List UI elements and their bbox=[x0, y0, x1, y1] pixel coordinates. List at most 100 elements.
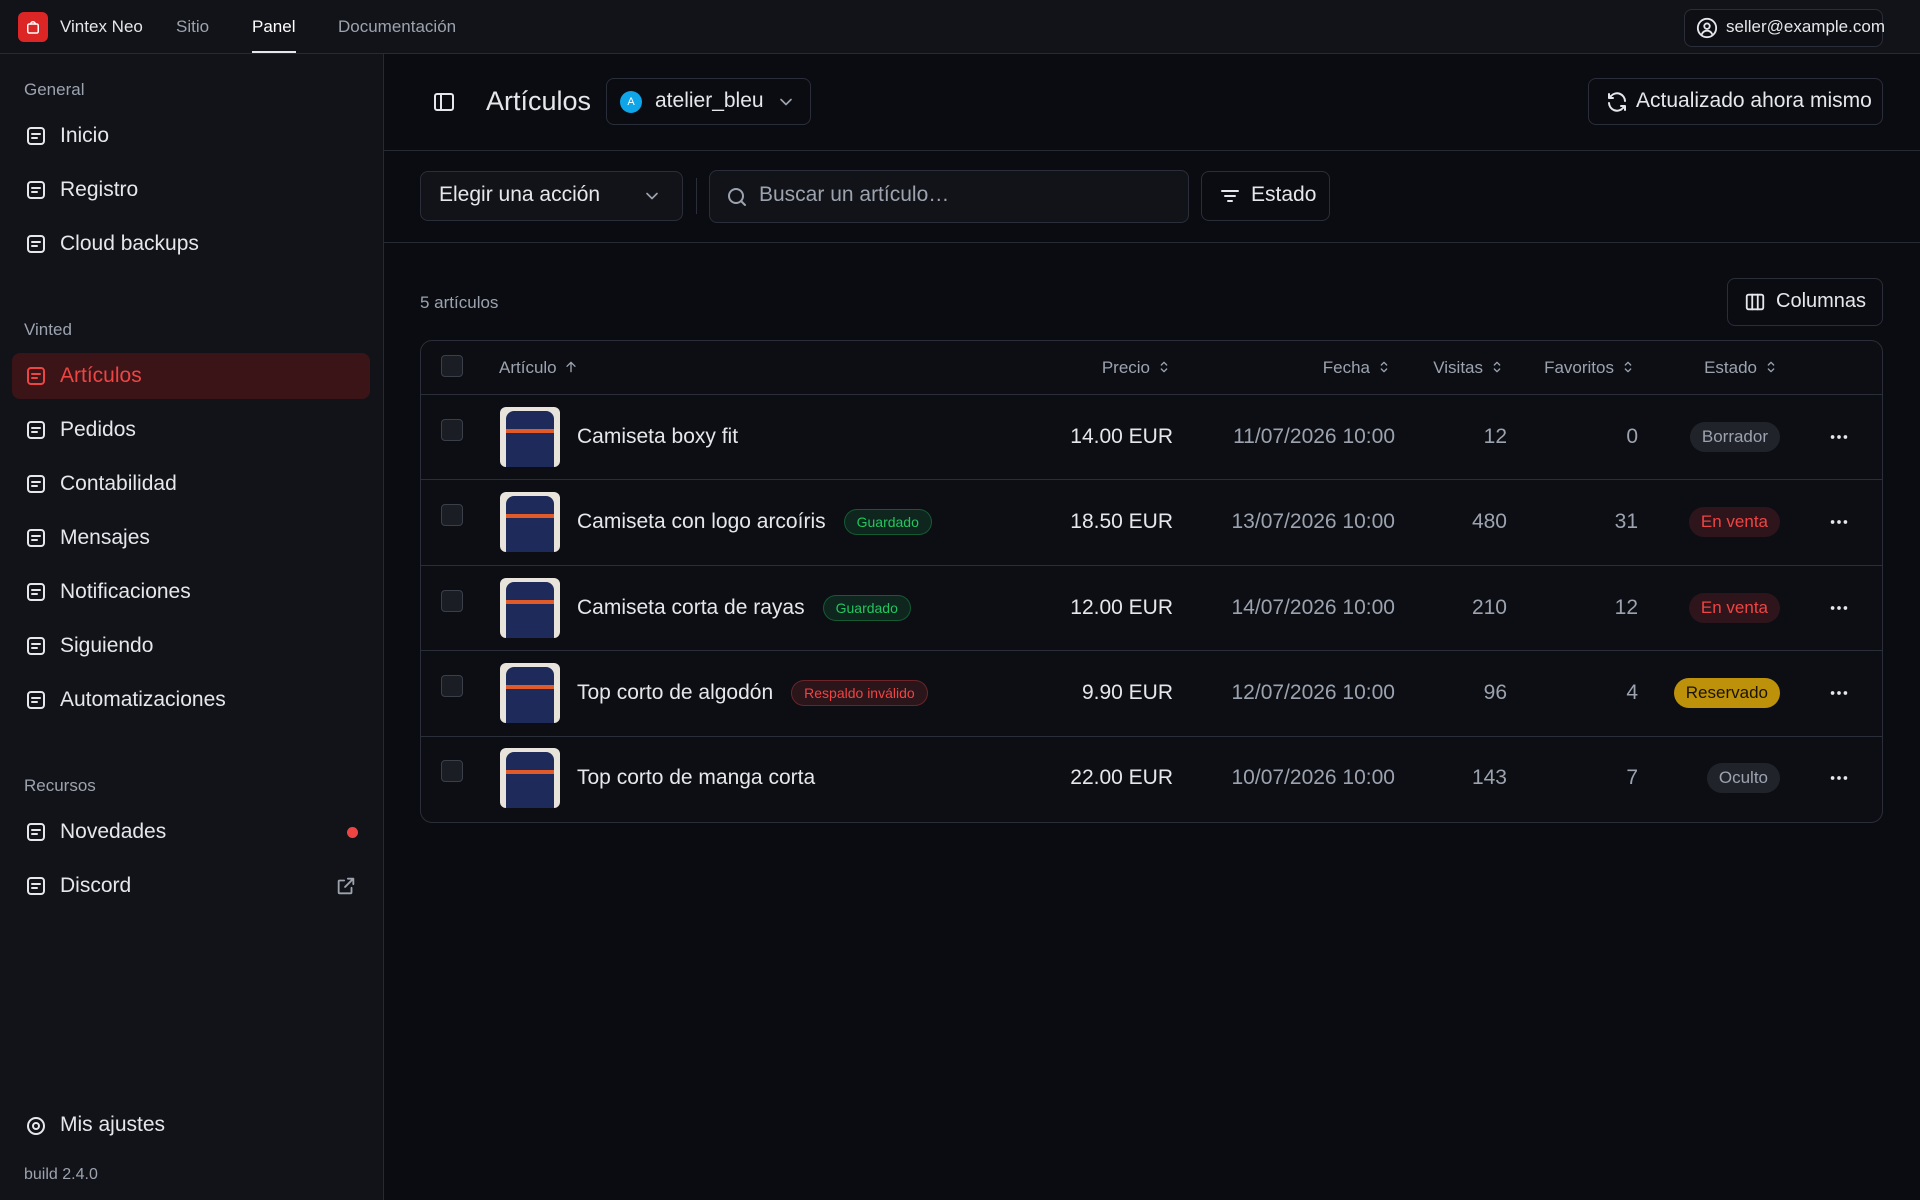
icon bbox=[1493, 361, 1501, 373]
columns-icon bbox=[1744, 291, 1766, 313]
sidebar-item[interactable]: Notificaciones bbox=[60, 580, 191, 603]
sidebar-item[interactable]: Automatizaciones bbox=[60, 688, 226, 711]
thumbnail bbox=[500, 662, 560, 723]
item-tag: Guardado bbox=[843, 509, 932, 536]
row-menu[interactable] bbox=[1828, 511, 1850, 533]
refresh-button[interactable] bbox=[1588, 78, 1883, 125]
date: 10/07/2026 10:00 bbox=[1231, 766, 1396, 790]
column-header[interactable]: Precio bbox=[1101, 358, 1150, 377]
row-menu[interactable] bbox=[1828, 767, 1850, 789]
sort-icon bbox=[1763, 359, 1779, 375]
sort-icon bbox=[1376, 359, 1392, 375]
top-nav-link[interactable]: Documentación bbox=[338, 17, 457, 36]
thumbnail-shirt bbox=[506, 666, 554, 723]
item-name[interactable]: Camiseta corta de rayas bbox=[577, 595, 805, 619]
icon bbox=[27, 583, 45, 601]
sidebar-item[interactable]: Registro bbox=[60, 178, 139, 201]
column-header[interactable]: Visitas bbox=[1433, 358, 1483, 377]
icon bbox=[1830, 776, 1848, 781]
settings-link[interactable]: Mis ajustes bbox=[60, 1113, 166, 1136]
sidebar-item[interactable]: Contabilidad bbox=[60, 472, 177, 495]
icon bbox=[1380, 361, 1388, 373]
thumbnail-stripe bbox=[506, 770, 554, 775]
topbar bbox=[0, 0, 1920, 54]
logo bbox=[18, 12, 48, 42]
user-button[interactable] bbox=[1684, 9, 1883, 47]
sidebar-item[interactable]: Inicio bbox=[60, 124, 110, 147]
icon bbox=[27, 529, 45, 547]
sort-icon bbox=[1156, 359, 1172, 375]
table-row bbox=[421, 564, 1882, 650]
account-name: atelier_bleu bbox=[655, 89, 764, 112]
action-label: Elegir una acción bbox=[439, 183, 601, 206]
icon bbox=[1830, 520, 1848, 524]
row-checkbox[interactable] bbox=[441, 760, 463, 783]
nav-icon bbox=[24, 874, 48, 898]
filter-button[interactable] bbox=[1201, 171, 1330, 221]
external-icon bbox=[335, 875, 357, 897]
icon bbox=[1696, 17, 1718, 39]
column-header[interactable]: Fecha bbox=[1322, 358, 1370, 377]
filter-label: Estado bbox=[1251, 183, 1317, 206]
row-menu[interactable] bbox=[1828, 682, 1850, 704]
thumbnail bbox=[500, 492, 560, 553]
favorites: 4 bbox=[1626, 680, 1638, 704]
search-input[interactable] bbox=[709, 170, 1189, 223]
refresh-icon bbox=[1605, 90, 1629, 114]
item-name[interactable]: Top corto de algodón bbox=[577, 680, 774, 704]
account-avatar: A bbox=[620, 91, 642, 113]
item-name[interactable]: Camiseta con logo arcoíris bbox=[577, 510, 826, 534]
thumbnail-stripe bbox=[506, 514, 554, 519]
icon bbox=[728, 188, 746, 206]
row-menu[interactable] bbox=[1828, 597, 1850, 619]
icon bbox=[1830, 691, 1848, 695]
thumbnail-shirt bbox=[506, 752, 554, 809]
sidebar-section-title: General bbox=[24, 80, 85, 99]
top-nav-link[interactable]: Panel bbox=[252, 17, 296, 36]
price: 18.50 EUR bbox=[1070, 510, 1173, 534]
icon bbox=[434, 93, 454, 111]
icon bbox=[27, 367, 45, 385]
icon bbox=[1221, 190, 1239, 202]
column-header[interactable]: Favoritos bbox=[1544, 358, 1614, 377]
icon bbox=[1160, 361, 1168, 373]
sidebar-item[interactable]: Mensajes bbox=[60, 526, 150, 549]
sidebar-item[interactable]: Discord bbox=[60, 874, 132, 897]
item-name[interactable]: Camiseta boxy fit bbox=[577, 424, 739, 448]
icon bbox=[1830, 434, 1848, 439]
sidebar-item[interactable]: Novedades bbox=[60, 820, 167, 843]
account-select[interactable] bbox=[606, 78, 811, 125]
row-checkbox[interactable] bbox=[441, 504, 463, 527]
row-checkbox[interactable] bbox=[441, 418, 463, 441]
status-badge: Reservado bbox=[1673, 677, 1780, 708]
header-checkbox[interactable] bbox=[441, 355, 463, 377]
build: build 2.4.0 bbox=[24, 1166, 98, 1183]
item-name[interactable]: Top corto de manga corta bbox=[577, 766, 816, 790]
table-row bbox=[421, 650, 1882, 735]
nav-icon bbox=[24, 124, 48, 148]
sidebar-item[interactable]: Pedidos bbox=[60, 418, 136, 441]
active-item-bg bbox=[12, 353, 370, 399]
sidebar-item[interactable]: Artículos bbox=[60, 364, 142, 387]
sidebar-item[interactable]: Cloud backups bbox=[60, 232, 199, 255]
user-email: seller@example.com bbox=[1726, 17, 1885, 36]
sidebar-item[interactable]: Siguiendo bbox=[60, 634, 154, 657]
columns-button[interactable] bbox=[1727, 278, 1883, 326]
icon bbox=[1608, 92, 1626, 112]
views: 96 bbox=[1483, 680, 1507, 704]
header-bar bbox=[384, 54, 1920, 151]
row-checkbox[interactable] bbox=[441, 674, 463, 697]
new-dot bbox=[347, 827, 358, 838]
price: 14.00 EUR bbox=[1070, 424, 1173, 448]
row-menu[interactable] bbox=[1828, 426, 1850, 448]
chevron bbox=[776, 92, 796, 112]
icon bbox=[27, 235, 45, 253]
action-select[interactable] bbox=[420, 171, 683, 221]
column-header[interactable]: Artículo bbox=[499, 358, 557, 377]
row-checkbox[interactable] bbox=[441, 589, 463, 612]
favorites: 12 bbox=[1614, 595, 1638, 619]
column-header[interactable]: Estado bbox=[1704, 358, 1757, 377]
sort-icon bbox=[1489, 359, 1505, 375]
top-nav-link[interactable]: Sitio bbox=[176, 17, 210, 36]
